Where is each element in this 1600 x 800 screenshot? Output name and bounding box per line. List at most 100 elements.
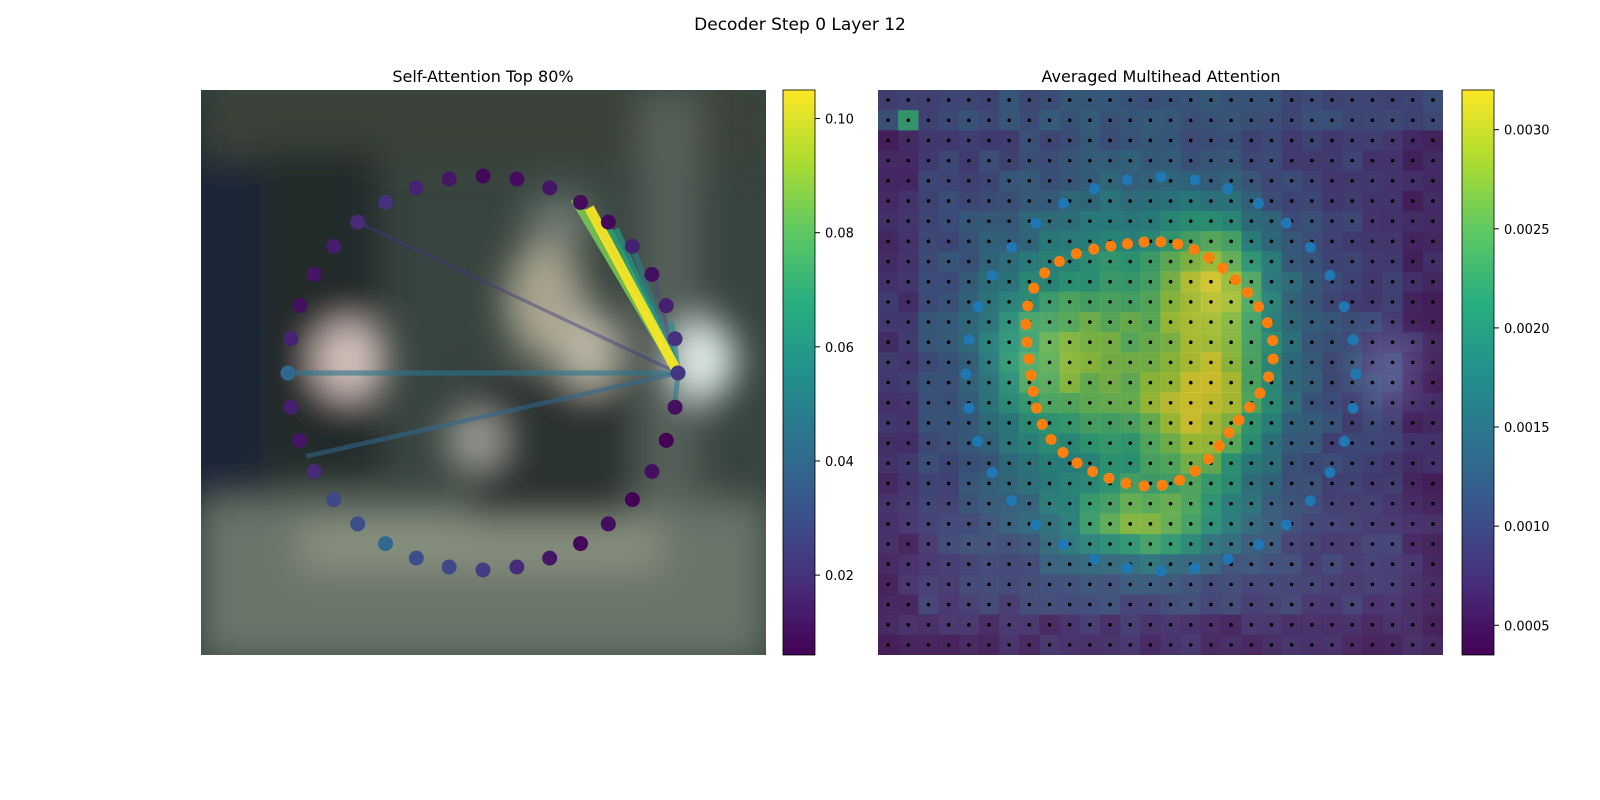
grid-dot [1431, 300, 1435, 304]
grid-dot [1249, 421, 1254, 425]
grid-dot [967, 421, 971, 425]
grid-dot [1188, 360, 1193, 365]
grid-dot [946, 179, 951, 183]
grid-dot [1390, 98, 1395, 102]
grid-dot [906, 138, 911, 143]
grid-dot [1128, 542, 1133, 546]
grid-dot [1128, 441, 1133, 445]
grid-dot [1269, 441, 1274, 445]
grid-dot [1108, 340, 1112, 345]
ring-point [378, 536, 393, 552]
grid-dot [886, 340, 890, 345]
grid-dot [926, 259, 931, 264]
inner-ring-point [1021, 336, 1033, 348]
outer-ring-point [1006, 241, 1018, 253]
grid-dot [946, 219, 951, 223]
grid-dot [1310, 380, 1314, 385]
grid-dot [1007, 421, 1011, 425]
grid-dot [926, 441, 931, 445]
grid-dot [906, 522, 911, 526]
grid-dot [906, 400, 911, 405]
grid-dot [946, 259, 951, 264]
inner-ring-point [1172, 238, 1184, 250]
right-panel-title: Averaged Multihead Attention [1042, 67, 1281, 86]
grid-dot [967, 320, 971, 324]
inner-ring-point [1138, 480, 1150, 492]
grid-dot [1047, 279, 1052, 284]
grid-dot [1249, 259, 1254, 264]
grid-dot [1350, 441, 1354, 445]
grid-dot [1330, 522, 1334, 526]
grid-dot [1249, 562, 1254, 566]
ring-point [624, 238, 640, 254]
grid-dot [906, 602, 911, 607]
grid-dot [1209, 320, 1213, 324]
grid-dot [1148, 300, 1153, 304]
grid-dot [1047, 239, 1052, 244]
grid-dot [1330, 643, 1334, 647]
outer-ring-point [986, 270, 998, 281]
grid-dot [1410, 400, 1415, 405]
right-colorbar-tick-label: 0.0025 [1504, 223, 1550, 238]
grid-dot [1330, 380, 1334, 385]
grid-dot [906, 179, 911, 183]
grid-dot [906, 582, 911, 587]
grid-dot [1431, 239, 1435, 244]
grid-dot [1269, 481, 1274, 486]
grid-dot [1390, 380, 1395, 385]
grid-dot [987, 602, 991, 607]
grid-dot [1047, 481, 1052, 486]
grid-dot [1067, 522, 1072, 526]
ring-point [600, 516, 616, 532]
grid-dot [1350, 582, 1354, 587]
ring-point [475, 168, 491, 184]
grid-dot [1108, 400, 1112, 405]
grid-dot [926, 461, 931, 466]
grid-dot [926, 643, 931, 647]
grid-dot [1330, 179, 1334, 183]
grid-dot [1310, 461, 1314, 466]
grid-dot [1370, 259, 1375, 264]
grid-dot [1289, 340, 1294, 345]
grid-dot [1229, 380, 1233, 385]
grid-dot [1249, 582, 1254, 587]
grid-dot [1209, 138, 1213, 143]
grid-dot [1289, 643, 1294, 647]
grid-dot [1067, 421, 1072, 425]
grid-dot [1047, 542, 1052, 546]
grid-dot [1209, 98, 1213, 102]
grid-dot [1209, 158, 1213, 163]
grid-dot [1188, 501, 1193, 506]
grid-dot [1188, 199, 1193, 203]
grid-dot [1209, 279, 1213, 284]
grid-dot [1128, 320, 1133, 324]
grid-dot [1108, 522, 1112, 526]
grid-dot [1410, 461, 1415, 466]
grid-dot [987, 179, 991, 183]
grid-dot [1188, 300, 1193, 304]
grid-dot [1330, 259, 1334, 264]
grid-dot [906, 219, 911, 223]
ring-point [600, 214, 616, 230]
grid-dot [1067, 98, 1072, 102]
grid-dot [906, 481, 911, 486]
grid-dot [946, 522, 951, 526]
grid-dot [1350, 320, 1354, 324]
grid-dot [906, 542, 911, 546]
grid-dot [1047, 320, 1052, 324]
grid-dot [886, 562, 890, 566]
grid-dot [1148, 179, 1153, 183]
grid-dot [1027, 622, 1032, 627]
grid-dot [1249, 622, 1254, 627]
grid-dot [1209, 380, 1213, 385]
grid-dot [1108, 300, 1112, 304]
inner-ring-point [1071, 457, 1083, 469]
grid-dot [1047, 118, 1052, 123]
grid-dot [1370, 158, 1375, 163]
grid-dot [1390, 360, 1395, 365]
grid-dot [1431, 340, 1435, 345]
grid-dot [1289, 481, 1294, 486]
inner-ring-point [1105, 240, 1117, 252]
outer-ring-point [1030, 217, 1042, 229]
grid-dot [1027, 481, 1032, 486]
